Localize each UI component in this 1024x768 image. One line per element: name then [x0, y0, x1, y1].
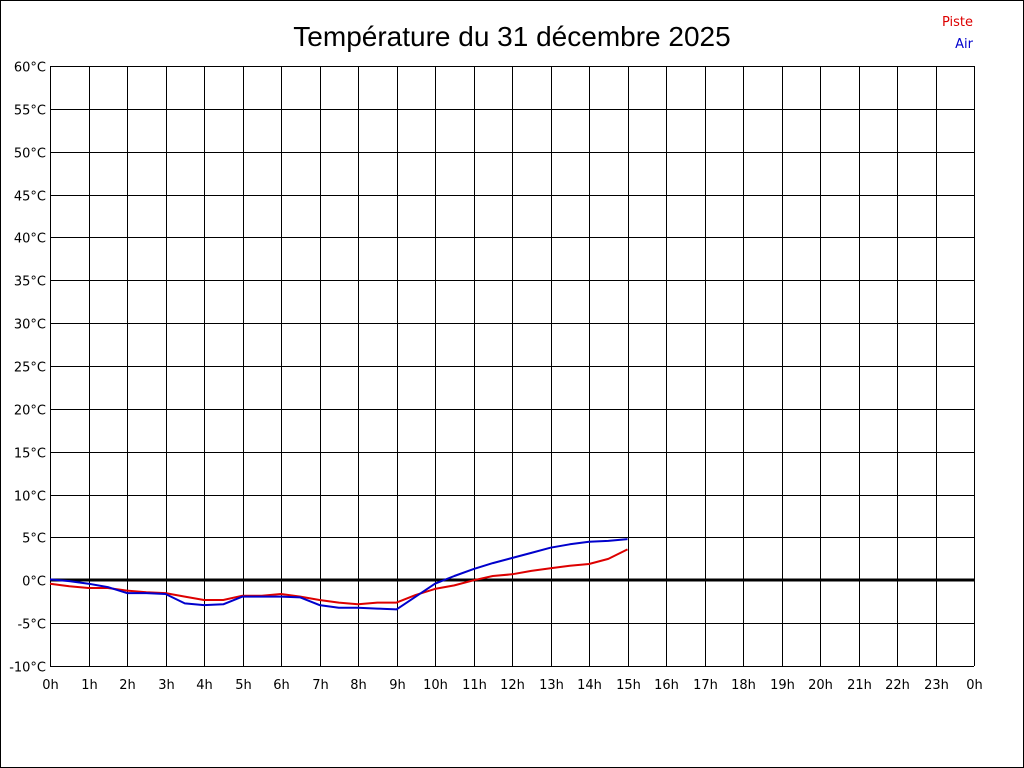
y-tick-label: 60°C — [14, 61, 46, 76]
x-tick-label: 12h — [500, 678, 525, 693]
y-tick-label: 0°C — [22, 575, 46, 590]
y-tick-label: 5°C — [22, 532, 46, 547]
x-axis-ticks: 0h 1h 2h 3h 4h 5h 6h 7h 8h 9h 10h 11h 12h 13h 14h 15h 16… — [42, 678, 983, 693]
x-tick-label: 0h — [966, 678, 983, 693]
x-tick-label: 14h — [577, 678, 602, 693]
x-tick-label: 10h — [423, 678, 448, 693]
series-line-piste — [49, 548, 628, 606]
y-tick-label: 25°C — [14, 361, 46, 376]
legend-entry-air: Air — [955, 37, 974, 52]
y-tick-label: 45°C — [14, 190, 46, 205]
x-tick-label: 7h — [312, 678, 329, 693]
y-tick-label: 50°C — [14, 147, 46, 162]
y-tick-label: 10°C — [14, 490, 46, 505]
grid — [50, 66, 975, 667]
x-tick-label: 17h — [693, 678, 718, 693]
x-tick-label: 20h — [808, 678, 833, 693]
x-tick-label: 5h — [235, 678, 252, 693]
series-line-air — [49, 538, 628, 611]
x-tick-label: 11h — [462, 678, 487, 693]
chart-title: Température du 31 décembre 2025 — [293, 21, 730, 52]
y-tick-label: 55°C — [14, 104, 46, 119]
x-tick-label: 18h — [731, 678, 756, 693]
x-tick-label: 23h — [924, 678, 949, 693]
y-tick-label: 40°C — [14, 232, 46, 247]
x-tick-label: 2h — [119, 678, 136, 693]
x-tick-label: 9h — [389, 678, 406, 693]
legend: Piste Air — [942, 15, 974, 52]
y-tick-label: -5°C — [17, 618, 46, 633]
x-tick-label: 1h — [81, 678, 98, 693]
x-tick-label: 3h — [158, 678, 175, 693]
x-tick-label: 6h — [273, 678, 290, 693]
legend-entry-piste: Piste — [942, 15, 973, 30]
x-tick-label: 19h — [770, 678, 795, 693]
y-tick-label: 35°C — [14, 275, 46, 290]
x-tick-label: 15h — [616, 678, 641, 693]
y-tick-label: 30°C — [14, 318, 46, 333]
x-tick-label: 13h — [539, 678, 564, 693]
x-tick-label: 4h — [196, 678, 213, 693]
x-tick-label: 8h — [350, 678, 367, 693]
x-tick-label: 22h — [885, 678, 910, 693]
x-tick-label: 21h — [847, 678, 872, 693]
y-tick-label: 20°C — [14, 404, 46, 419]
x-tick-label: 16h — [654, 678, 679, 693]
y-tick-label: 15°C — [14, 447, 46, 462]
x-tick-label: 0h — [42, 678, 59, 693]
y-axis-ticks: 60°C 55°C 50°C 45°C 40°C 35°C 30°C 25°C 20°C 15°C… — [9, 61, 46, 676]
series-lines — [49, 538, 628, 611]
y-tick-label: -10°C — [9, 661, 46, 676]
